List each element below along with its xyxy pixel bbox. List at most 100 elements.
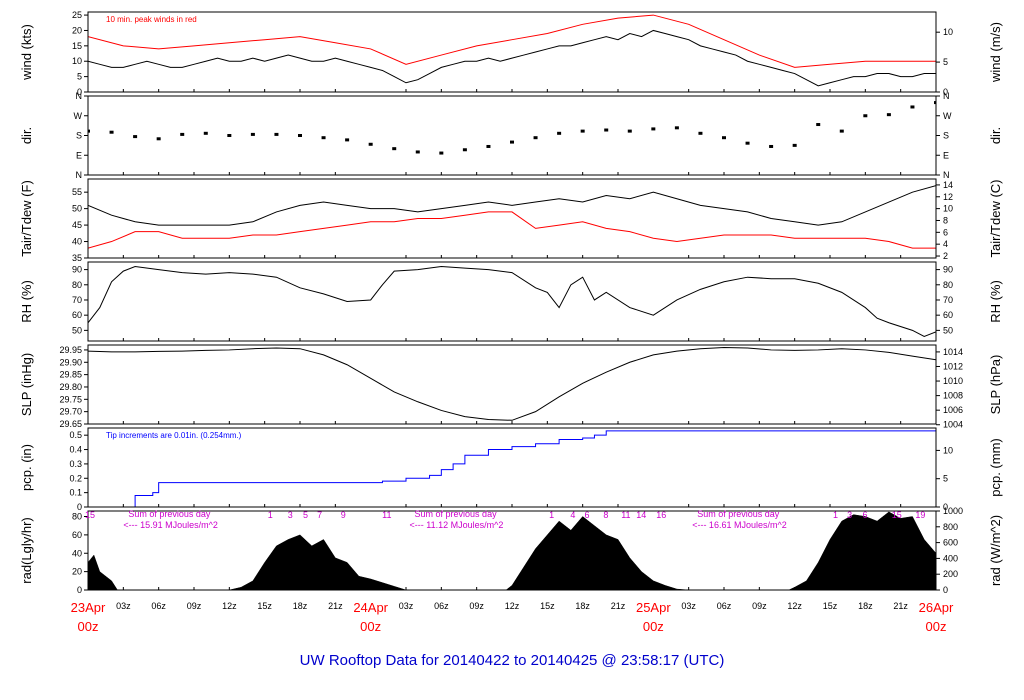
solar-hour-mark: 5	[303, 510, 308, 520]
series-rad-0	[88, 511, 936, 590]
tick-label-left: 0.1	[69, 488, 82, 498]
data-point	[109, 130, 114, 134]
solar-hour-mark: 9	[341, 510, 346, 520]
panel-frame	[87, 344, 937, 425]
tick-label-left: 29.80	[59, 382, 82, 392]
data-point	[392, 147, 397, 151]
data-point	[156, 137, 161, 141]
tick-label-left: 29.75	[59, 394, 82, 404]
y-axis-label-left: Tair/Tdew (F)	[19, 180, 34, 257]
data-point	[203, 131, 208, 135]
data-point	[816, 123, 821, 127]
tick-label-right: S	[943, 131, 949, 141]
tick-label-left: 60	[72, 310, 82, 320]
tick-label-right: 1000	[943, 506, 963, 516]
tick-label-right: 0	[943, 585, 948, 595]
tick-label-right: W	[943, 111, 952, 121]
y-axis-label-left: wind (kts)	[19, 24, 34, 81]
solar-hour-mark: 1	[549, 510, 554, 520]
data-point	[462, 148, 467, 152]
solar-note-line2: <--- 11.12 MJoules/m^2	[410, 520, 504, 530]
solar-hour-mark: 1	[833, 510, 838, 520]
series-pcp-0	[88, 430, 936, 507]
x-tick-label: 21z	[611, 601, 626, 611]
data-point	[604, 128, 609, 132]
tick-label-left: 35	[72, 253, 82, 263]
tick-label-right: N	[943, 91, 950, 101]
data-point	[863, 114, 868, 118]
solar-note-line2: <--- 16.61 MJoules/m^2	[692, 520, 787, 530]
solar-hour-mark: 15	[85, 510, 95, 520]
y-axis-label-left: dir.	[19, 127, 34, 144]
area-mark	[88, 511, 936, 590]
x-tick-label: 09z	[187, 601, 202, 611]
panel-frame	[87, 11, 937, 93]
x-day-label: 26Apr	[919, 600, 954, 615]
tick-label-right: N	[943, 170, 950, 180]
data-point	[227, 134, 232, 137]
data-point	[510, 140, 514, 144]
tick-label-right: 12	[943, 192, 953, 202]
data-point	[792, 143, 797, 147]
data-point	[533, 136, 538, 140]
tick-label-left: 20	[72, 567, 82, 577]
tick-label-right: 1014	[943, 347, 963, 357]
y-axis-label-right: pcp. (mm)	[988, 438, 1003, 497]
tick-label-right: 1008	[943, 391, 963, 401]
tick-label-right: 600	[943, 538, 958, 548]
x-tick-label: 06z	[151, 601, 166, 611]
solar-hour-mark: 1	[268, 510, 273, 520]
tick-label-right: 2	[943, 251, 948, 261]
series-dir-0	[88, 101, 936, 155]
series-wind-1	[88, 14, 936, 68]
data-point	[274, 132, 279, 136]
series-temp-1	[88, 211, 936, 249]
solar-note-line2: <--- 15.91 MJoules/m^2	[123, 520, 218, 530]
series-wind-0	[88, 29, 936, 87]
data-point	[439, 151, 444, 155]
data-point	[886, 113, 891, 117]
data-point	[88, 129, 90, 133]
solar-hour-mark: 6	[862, 510, 867, 520]
data-point	[368, 142, 373, 146]
data-point	[486, 144, 491, 148]
tick-label-left: 80	[72, 512, 82, 522]
tick-label-left: 0.5	[69, 430, 82, 440]
panel-annotation: 10 min. peak winds in red	[106, 15, 197, 24]
tick-label-left: 50	[72, 325, 82, 335]
x-tick-label: 18z	[858, 601, 873, 611]
tick-label-left: 0	[77, 585, 82, 595]
x-tick-label: 06z	[434, 601, 449, 611]
data-point	[745, 141, 750, 145]
tick-label-left: 40	[72, 548, 82, 558]
tick-label-left: N	[76, 170, 83, 180]
x-tick-label: 15z	[257, 601, 272, 611]
tick-label-left: 29.65	[59, 419, 82, 429]
tick-label-left: 25	[72, 10, 82, 20]
series-line	[88, 346, 936, 421]
step-line	[88, 430, 936, 507]
data-point	[934, 101, 936, 105]
y-axis-label-right: wind (m/s)	[988, 22, 1003, 83]
x-tick-label: 18z	[575, 601, 590, 611]
solar-hour-mark: 3	[288, 510, 293, 520]
y-axis-label-right: SLP (hPa)	[988, 355, 1003, 415]
tick-label-right: 80	[943, 280, 953, 290]
panel-frame	[87, 95, 937, 176]
data-point	[651, 127, 656, 131]
tick-label-right: 10	[943, 27, 953, 37]
tick-label-right: 1006	[943, 405, 963, 415]
x-day-label: 23Apr	[71, 600, 106, 615]
tick-label-left: 50	[72, 204, 82, 214]
tick-label-right: 10	[943, 204, 953, 214]
tick-label-right: 6	[943, 227, 948, 237]
series-line	[88, 266, 936, 337]
solar-hour-mark: 6	[585, 510, 590, 520]
x-day-time-label: 00z	[926, 619, 947, 634]
x-day-label: 24Apr	[353, 600, 388, 615]
panel-pcp: 0 0.1 0.2 0.3 0.4 0.5 0 5 10 pcp. (in) pcp. (mm) Ti…	[19, 427, 1003, 512]
tick-label-left: W	[74, 111, 83, 121]
data-point	[722, 136, 726, 140]
tick-label-left: 29.70	[59, 407, 82, 417]
